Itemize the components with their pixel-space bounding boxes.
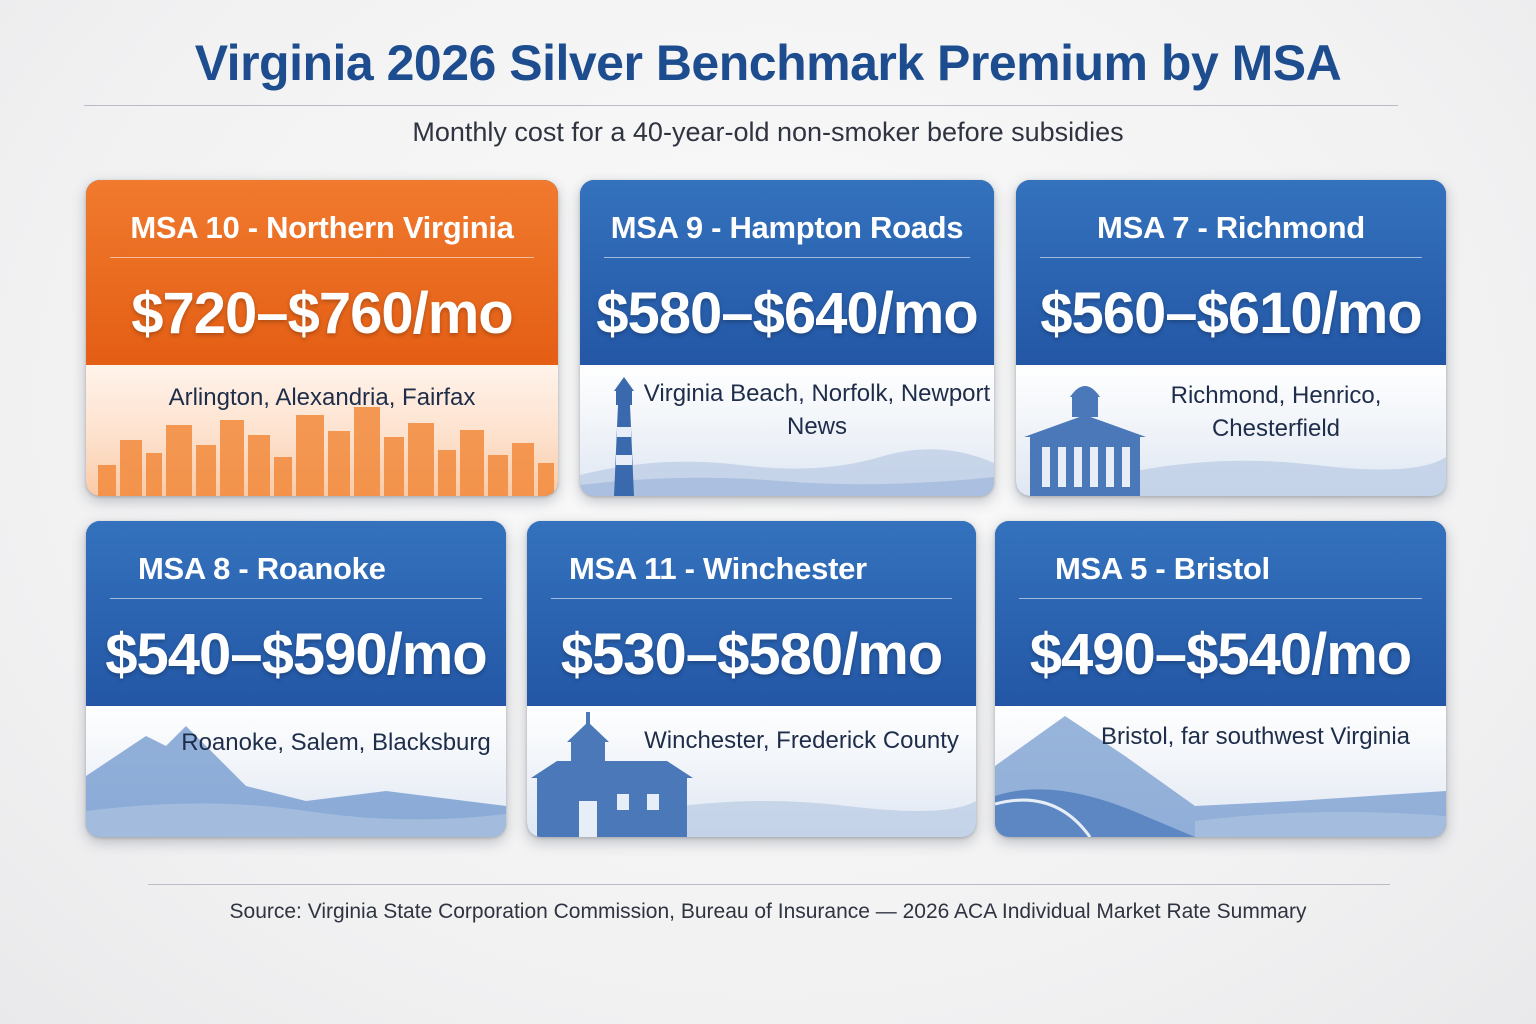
mountain-road-icon [995, 716, 1446, 837]
card-footer: Virginia Beach, Norfolk, Newport News [580, 365, 994, 496]
msa-name: MSA 10 - Northern Virginia [130, 210, 514, 245]
city-list: Virginia Beach, Norfolk, Newport News [643, 380, 991, 440]
premium-range: $490–$540/mo [1029, 622, 1412, 687]
title-divider [84, 105, 1398, 106]
msa-card-northern-virginia: MSA 10 - Northern Virginia $720–$760/mo [86, 180, 558, 496]
card-footer: Richmond, Henrico, Chesterfield [1016, 365, 1446, 496]
card-header [580, 180, 994, 365]
card-footer: Winchester, Frederick County [527, 706, 976, 837]
card-footer: Roanoke, Salem, Blacksburg [86, 706, 506, 837]
card-header [1016, 180, 1446, 365]
card-divider [551, 598, 952, 599]
msa-card-bristol: MSA 5 - Bristol $490–$540/mo Bristol, fa… [995, 521, 1446, 837]
card-divider [110, 598, 482, 599]
city-skyline-icon [98, 407, 554, 496]
card-divider [110, 257, 534, 258]
card-divider [1019, 598, 1422, 599]
premium-range: $540–$590/mo [105, 622, 487, 687]
premium-range: $530–$580/mo [560, 622, 943, 687]
msa-name: MSA 7 - Richmond [1097, 210, 1365, 245]
card-header [86, 521, 506, 706]
premium-range: $580–$640/mo [596, 281, 978, 346]
capitol-building-icon [1024, 386, 1446, 496]
card-header [527, 521, 976, 706]
msa-name: MSA 5 - Bristol [1055, 551, 1270, 586]
city-list: Roanoke, Salem, Blacksburg [181, 729, 491, 756]
source-citation: Source: Virginia State Corporation Commi… [229, 900, 1307, 923]
msa-card-winchester: MSA 11 - Winchester $530–$580/mo Winches… [527, 521, 976, 837]
premium-range: $560–$610/mo [1040, 281, 1422, 346]
msa-card-hampton-roads: MSA 9 - Hampton Roads $580–$640/mo Virgi… [580, 180, 994, 496]
card-footer: Arlington, Alexandria, Fairfax [86, 365, 558, 496]
page-title: Virginia 2026 Silver Benchmark Premium b… [194, 35, 1342, 91]
msa-name: MSA 8 - Roanoke [138, 551, 386, 586]
card-header [995, 521, 1446, 706]
church-icon [531, 712, 976, 837]
card-header [86, 180, 558, 365]
card-divider [1040, 257, 1422, 258]
msa-card-richmond: MSA 7 - Richmond $560–$610/mo Richmond, … [1016, 180, 1446, 496]
card-footer: Bristol, far southwest Virginia [995, 706, 1446, 837]
city-list: Bristol, far southwest Virginia [1100, 723, 1411, 750]
premium-range: $720–$760/mo [131, 281, 513, 346]
city-list: Arlington, Alexandria, Fairfax [168, 384, 476, 411]
card-divider [604, 257, 970, 258]
msa-name: MSA 9 - Hampton Roads [610, 210, 964, 245]
page-subtitle: Monthly cost for a 40-year-old non-smoke… [412, 117, 1124, 147]
msa-card-roanoke: MSA 8 - Roanoke $540–$590/mo Roanoke, Sa… [86, 521, 506, 837]
footer-divider [148, 884, 1390, 885]
city-list: Richmond, Henrico, Chesterfield [1170, 382, 1382, 442]
msa-name: MSA 11 - Winchester [569, 551, 867, 586]
city-list: Winchester, Frederick County [644, 727, 959, 754]
mountain-icon [86, 726, 506, 837]
lighthouse-icon [580, 377, 994, 496]
